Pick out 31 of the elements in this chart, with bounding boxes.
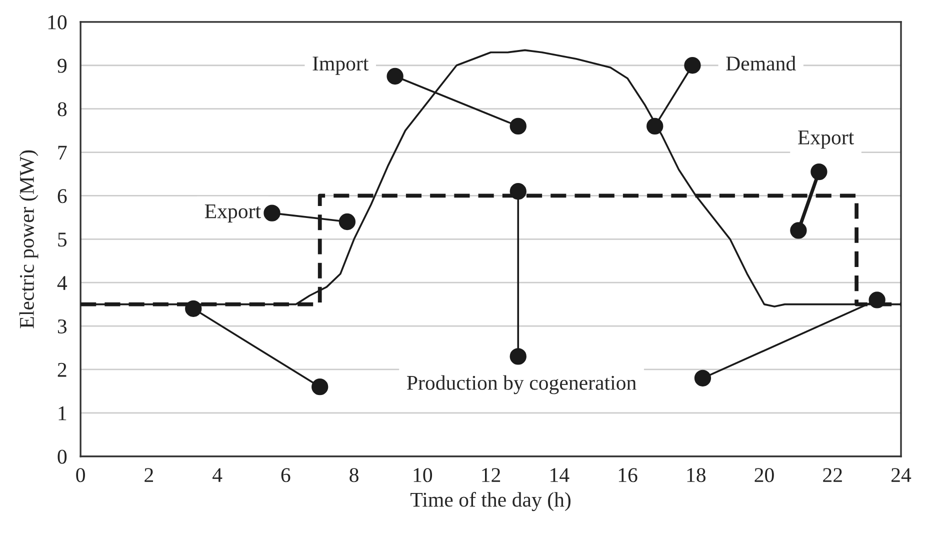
y-tick-label: 7 (58, 146, 67, 160)
x-tick-label: 16 (618, 468, 638, 482)
y-tick-label: 4 (57, 276, 68, 290)
y-axis-title: Electric power (MW) (19, 150, 38, 328)
x-tick-label: 4 (212, 468, 222, 482)
x-tick-label: 6 (281, 468, 290, 482)
y-tick-label: 8 (58, 102, 67, 116)
y-tick-label: 2 (58, 362, 66, 377)
x-tick-label: 24 (891, 468, 912, 482)
y-tick-label: 1 (58, 406, 66, 420)
x-tick-label: 2 (144, 468, 153, 482)
annotation: Export (798, 130, 854, 149)
y-tick-label: 0 (58, 450, 67, 464)
annotation: Import (312, 56, 369, 75)
x-tick-label: 0 (76, 468, 85, 482)
x-tick-label: 20 (754, 468, 774, 482)
annotation: Demand (726, 56, 796, 71)
x-axis-title: Time of the day (h) (410, 492, 570, 512)
x-tick-label: 12 (482, 468, 500, 482)
annotation: Production by cogeneration (407, 375, 636, 394)
y-tick-label: 10 (48, 15, 67, 30)
y-tick-label: 3 (58, 319, 67, 334)
annotation: Export (204, 204, 261, 223)
x-tick-label: 14 (550, 468, 570, 482)
x-tick-label: 10 (414, 468, 432, 482)
y-tick-label: 6 (58, 189, 67, 204)
x-tick-label: 18 (687, 468, 706, 482)
y-tick-label: 5 (58, 232, 67, 247)
y-tick-label: 9 (58, 58, 67, 73)
x-tick-label: 22 (823, 468, 842, 482)
x-tick-label: 8 (350, 468, 358, 482)
